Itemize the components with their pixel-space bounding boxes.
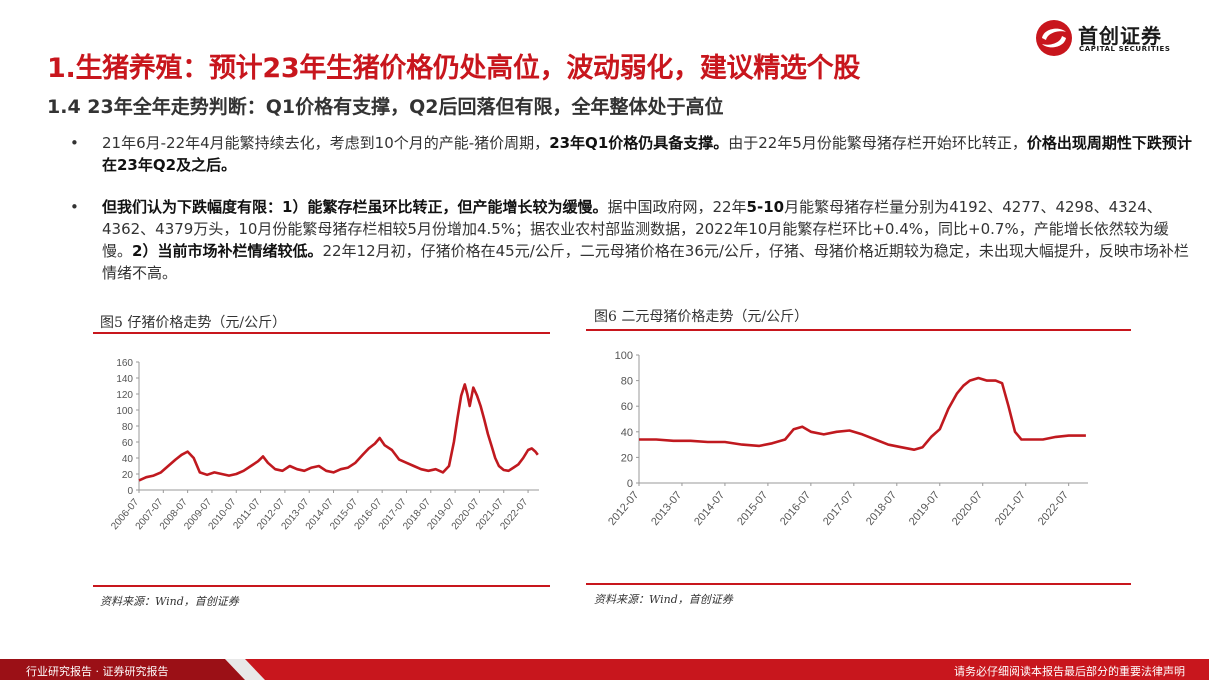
y-tick-label: 120 [116,390,133,401]
y-tick-label: 80 [122,422,134,433]
price-series-line [639,376,1086,451]
y-tick-label: 100 [116,406,133,417]
x-tick-label: 2014-07 [692,489,727,528]
y-tick-label: 0 [127,486,133,497]
y-tick-label: 20 [621,452,633,464]
y-tick-label: 60 [122,438,134,449]
figure-5-top-rule [93,332,550,334]
bullet-text-1: 21年6月-22年4月能繁持续去化，考虑到10个月的产能-猪价周期，23年Q1价… [102,134,1192,174]
x-tick-label: 2019-07 [907,489,942,528]
bullet-point-2: • 但我们认为下跌幅度有限：1）能繁存栏虽环比转正，但产能增长较为缓慢。据中国政… [70,196,1189,288]
company-logo: 首创证券 CAPITAL SECURITIES [1034,18,1184,58]
x-tick-label: 2020-07 [950,489,985,528]
y-tick-label: 60 [621,401,633,413]
x-tick-label: 2018-07 [864,489,899,528]
figure-5-title: 图5 仔猪价格走势（元/公斤） [100,315,287,331]
logo-text-cn: 首创证券 [1078,24,1162,48]
y-tick-label: 40 [621,427,633,439]
bullet-text-2: 但我们认为下跌幅度有限：1）能繁存栏虽环比转正，但产能增长较为缓慢。据中国政府网… [102,198,1189,282]
figure-6-top-rule [586,329,1131,331]
figure-5-source: 资料来源：Wind，首创证券 [100,595,239,608]
x-tick-label: 2021-07 [993,489,1028,528]
x-tick-label: 2016-07 [778,489,813,528]
logo-text-en: CAPITAL SECURITIES [1079,45,1171,53]
figure-5-bottom-rule [93,585,550,587]
footer-background [0,659,1209,680]
y-tick-label: 140 [116,374,133,385]
price-series-line [138,383,539,482]
x-tick-label: 2013-07 [649,489,684,528]
x-tick-label: 2017-07 [821,489,856,528]
bullet-point-1: • 21年6月-22年4月能繁持续去化，考虑到10个月的产能-猪价周期，23年Q… [70,132,1192,182]
bullet-dot-icon: • [70,198,79,216]
y-tick-label: 80 [621,376,633,388]
footer-bar: 行业研究报告 · 证券研究报告 请务必仔细阅读本报告最后部分的重要法律声明 [0,659,1209,680]
capital-securities-logo-icon [1036,20,1072,56]
figure-6-bottom-rule [586,583,1131,585]
chart-piglet-price: 0204060801001201401602006-072007-072008-… [109,358,539,532]
y-tick-label: 0 [627,478,633,490]
chart-sow-price: 0 20 40 60 80 100 2012-07 2013-07 2014-07 2015-07… [606,350,1088,528]
x-tick-label: 2022-07 [1036,489,1071,528]
y-tick-label: 40 [122,454,134,465]
figure-6-title: 图6 二元母猪价格走势（元/公斤） [594,309,809,325]
figure-6-source: 资料来源：Wind，首创证券 [594,593,733,606]
y-tick-label: 160 [116,358,133,369]
page-title: 1.生猪养殖：预计23年生猪价格仍处高位，波动弱化，建议精选个股 [47,53,861,84]
y-tick-label: 100 [615,350,633,362]
bullet-dot-icon: • [70,134,79,152]
section-subtitle: 1.4 23年全年走势判断：Q1价格有支撑，Q2后回落但有限，全年整体处于高位 [47,96,724,118]
x-tick-label: 2015-07 [735,489,770,528]
x-tick-label: 2012-07 [606,489,641,528]
footer-disclaimer: 请务必仔细阅读本报告最后部分的重要法律声明 [954,665,1185,678]
y-tick-label: 20 [122,470,134,481]
footer-report-type: 行业研究报告 · 证券研究报告 [26,665,169,678]
